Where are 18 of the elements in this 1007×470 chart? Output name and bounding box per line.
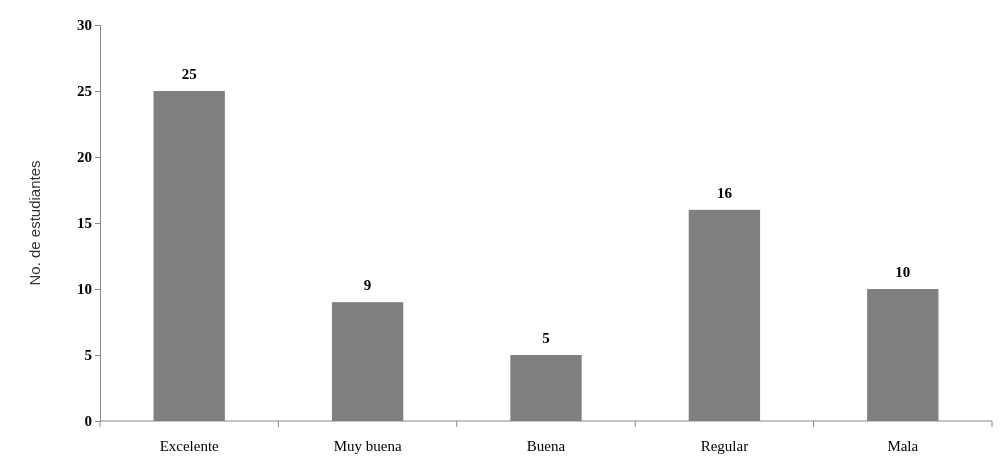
data-label: 10 (895, 264, 911, 280)
y-tick-label: 5 (84, 347, 92, 364)
data-label: 9 (363, 277, 372, 294)
y-tick-label: 0 (84, 413, 92, 430)
data-label: 5 (542, 330, 550, 346)
data-label: 25 (181, 66, 197, 82)
x-tick-label: Regular (700, 438, 749, 454)
data-label: 16 (716, 184, 733, 201)
x-tick-label: Muy buena (333, 438, 402, 454)
x-tick-label: Mala (887, 438, 919, 454)
y-tick-label: 10 (77, 281, 92, 298)
y-tick-label: 25 (77, 83, 92, 100)
x-tick-label: Excelente (159, 438, 220, 454)
y-tick-label: 20 (77, 149, 92, 166)
y-axis-title: No. de estudiantes (26, 160, 43, 286)
x-tick-label: Buena (526, 438, 566, 454)
y-tick-label: 15 (77, 215, 92, 232)
y-tick-label: 30 (77, 17, 92, 34)
